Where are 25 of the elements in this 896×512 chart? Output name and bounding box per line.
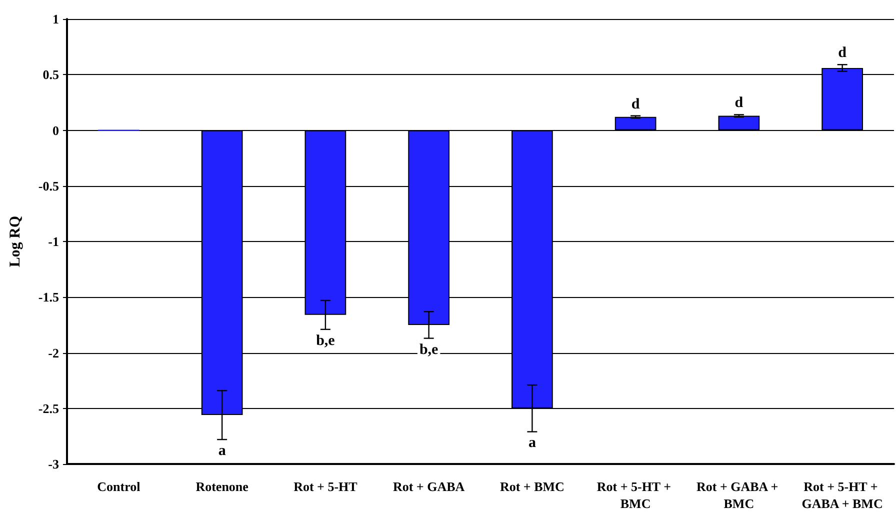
annotation: d: [734, 95, 744, 112]
y-tick-label: -3: [48, 456, 60, 472]
y-tick-label: -2.5: [38, 400, 60, 416]
y-tick-label: -0.5: [38, 178, 60, 194]
x-tick-label: Rot + 5-HT + GABA + BMC: [802, 479, 883, 511]
annotation: a: [218, 443, 226, 460]
annotation: a: [528, 435, 536, 452]
x-tick-label: Control: [97, 479, 141, 494]
annotation: b,e: [419, 342, 439, 358]
y-tick-label: -2: [48, 345, 59, 360]
x-tick-label: Rotenone: [196, 479, 249, 494]
annotation: d: [838, 45, 848, 62]
x-tick-label: Rot + 5-HT + BMC: [596, 479, 674, 511]
y-tick-label: -1.5: [38, 290, 60, 305]
annotation: d: [631, 96, 640, 112]
x-tick-label: Rot + BMC: [500, 479, 564, 494]
y-axis-title: Log RQ: [8, 216, 24, 268]
x-tick-label: Rot + GABA: [392, 479, 466, 494]
y-tick-label: 0.5: [42, 67, 60, 82]
annotation: b,e: [316, 332, 336, 349]
y-tick-label: -1: [48, 234, 59, 249]
x-tick-label: Rot + GABA + BMC: [696, 479, 782, 511]
y-tick-label: 1: [52, 12, 59, 26]
x-tick-label: Rot + 5-HT: [294, 479, 358, 494]
y-tick-label: 0: [52, 122, 59, 138]
